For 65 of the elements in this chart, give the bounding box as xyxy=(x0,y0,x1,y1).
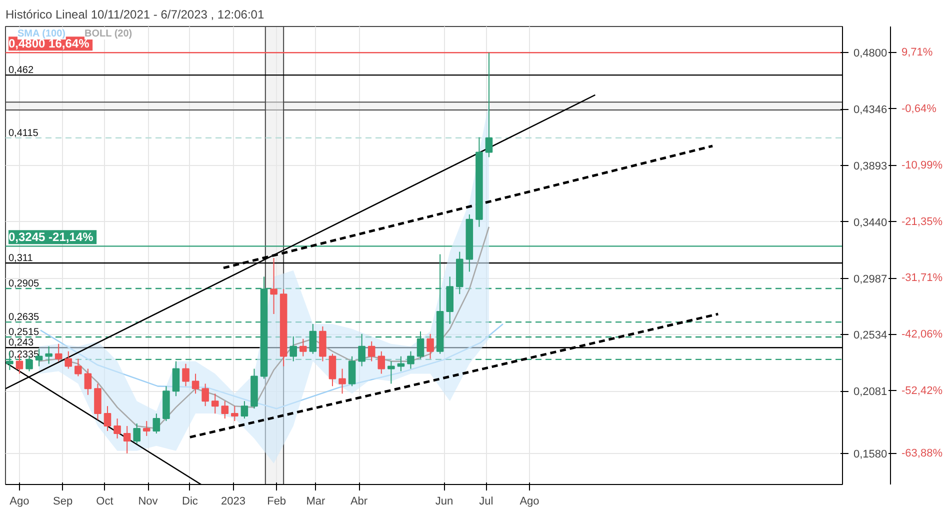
candlestick xyxy=(485,52,493,158)
candlestick xyxy=(426,333,434,360)
x-tick-label: Feb xyxy=(267,496,286,508)
ref-line-label: 0,2905 xyxy=(8,278,40,290)
y-tick-label: 0,4346 xyxy=(854,104,888,116)
candlestick xyxy=(152,413,160,434)
candlestick xyxy=(328,353,336,387)
candlestick xyxy=(240,400,248,420)
candlestick xyxy=(211,393,219,414)
candlestick xyxy=(368,340,376,362)
candlestick xyxy=(270,257,278,314)
chart-title: Histórico Lineal 10/11/2021 - 6/7/2023 , 12:06:01 xyxy=(6,8,264,22)
text: SMA (100) xyxy=(18,28,66,40)
y-tick-label: 0,2534 xyxy=(854,330,888,342)
candlestick xyxy=(133,423,140,444)
ref-line-label: 0,243 xyxy=(8,338,34,349)
candlestick xyxy=(231,406,238,422)
y2-tick-label: -10,99% xyxy=(902,159,943,172)
x-tick-label: Ago xyxy=(520,496,540,508)
candlestick xyxy=(84,368,92,396)
ref-line-label: 0,2635 xyxy=(8,312,40,324)
x-tick-label: Jul xyxy=(479,496,494,508)
x-tick-label: Dic xyxy=(182,496,198,508)
y2-tick-label: -0,64% xyxy=(902,102,937,115)
y2-tick-label: -52,42% xyxy=(902,384,943,397)
y2-tick-label: -31,71% xyxy=(902,272,943,284)
x-tick-label: 2023 xyxy=(221,496,246,508)
candlestick xyxy=(299,338,307,357)
x-tick-label: Oct xyxy=(96,496,114,508)
candlestick xyxy=(378,350,386,374)
y-tick-label: 0,2987 xyxy=(854,273,888,286)
y2-tick-label: 9,71% xyxy=(902,46,933,59)
candlestick xyxy=(182,363,190,387)
ref-line-label: 0,2515 xyxy=(8,327,40,338)
candlestick xyxy=(74,358,82,377)
x-tick-label: Nov xyxy=(138,496,158,508)
y-tick-label: 0,3893 xyxy=(854,160,888,173)
candlestick xyxy=(54,343,62,362)
candlestick xyxy=(202,383,209,407)
text: BOLL (20) xyxy=(84,28,132,40)
y-tick-label: 0,4800 xyxy=(854,48,888,60)
ref-line-label: 0,311 xyxy=(8,252,34,264)
x-tick-label: Mar xyxy=(306,496,326,508)
line-series xyxy=(40,323,504,410)
y-tick-label: 0,3440 xyxy=(854,216,888,229)
candlestick xyxy=(64,350,72,370)
candlestick xyxy=(114,418,121,439)
candlestick xyxy=(104,406,112,432)
x-tick-label: Abr xyxy=(350,496,368,508)
candlestick xyxy=(221,400,229,420)
ref-line-label: 0,462 xyxy=(8,65,34,76)
x-tick-label: Jun xyxy=(435,496,454,508)
ref-line-label: 0,3245 -21,14% xyxy=(8,230,94,244)
candlestick xyxy=(338,368,346,394)
y-tick-label: 0,2081 xyxy=(854,386,888,398)
y-tick-label: 0,1580 xyxy=(854,448,888,460)
x-tick-label: Ago xyxy=(10,496,30,508)
y2-tick-label: -63,88% xyxy=(902,447,943,460)
candlestick xyxy=(123,426,131,454)
candlestick xyxy=(142,420,150,436)
x-tick-label: Sep xyxy=(53,496,73,508)
y2-tick-label: -42,06% xyxy=(902,328,943,341)
ref-line-label: 0,4115 xyxy=(8,128,39,139)
y2-tick-label: -21,35% xyxy=(902,216,943,228)
candlestick xyxy=(192,373,200,394)
